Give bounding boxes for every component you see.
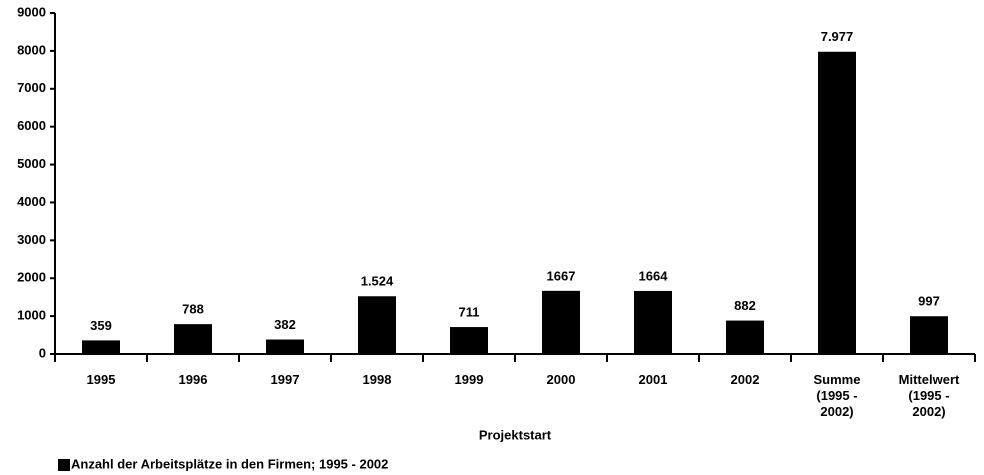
y-tick-label: 3000 bbox=[17, 232, 46, 247]
legend-label: Anzahl der Arbeitsplätze in den Firmen; … bbox=[71, 456, 388, 471]
x-tick-label: 1995 bbox=[86, 372, 116, 387]
y-tick-label: 1000 bbox=[17, 308, 46, 323]
value-label: 882 bbox=[734, 298, 756, 313]
value-label: 1667 bbox=[547, 268, 576, 283]
value-label: 788 bbox=[182, 302, 204, 317]
bar bbox=[818, 51, 856, 354]
legend-swatch bbox=[58, 459, 70, 471]
x-tick-label: 1997 bbox=[270, 372, 300, 387]
bar bbox=[174, 324, 212, 354]
x-tick-label: 1998 bbox=[362, 372, 392, 387]
x-tick-label: 2002 bbox=[730, 372, 760, 387]
x-tick-label: Mittelwert (1995 - 2002) bbox=[898, 372, 960, 419]
value-label: 359 bbox=[90, 318, 112, 333]
value-label: 382 bbox=[274, 317, 296, 332]
bar bbox=[542, 290, 580, 354]
bar bbox=[450, 327, 488, 354]
value-label: 7.977 bbox=[821, 29, 854, 44]
value-label: 711 bbox=[459, 304, 480, 319]
bar bbox=[634, 290, 672, 354]
value-label: 1664 bbox=[639, 268, 669, 283]
value-label: 1.524 bbox=[361, 274, 394, 289]
y-tick-label: 2000 bbox=[17, 270, 46, 285]
x-tick-label: 1999 bbox=[454, 372, 484, 387]
value-label: 997 bbox=[918, 294, 940, 309]
bar bbox=[82, 340, 120, 354]
x-tick-label: Summe (1995 - 2002) bbox=[813, 372, 861, 419]
x-axis-label: Projektstart bbox=[479, 427, 552, 442]
bar bbox=[726, 320, 764, 354]
y-tick-label: 8000 bbox=[17, 42, 46, 57]
y-tick-label: 9000 bbox=[17, 4, 46, 19]
y-tick-label: 7000 bbox=[17, 80, 46, 95]
x-tick-label: 2000 bbox=[546, 372, 576, 387]
x-tick-label: 1996 bbox=[178, 372, 208, 387]
y-tick-label: 0 bbox=[39, 345, 46, 360]
bar bbox=[910, 316, 948, 354]
y-tick-label: 5000 bbox=[17, 156, 46, 171]
x-tick-label: 2001 bbox=[638, 372, 668, 387]
bar bbox=[358, 296, 396, 354]
y-tick-label: 6000 bbox=[17, 118, 46, 133]
bar bbox=[266, 339, 304, 354]
y-tick-label: 4000 bbox=[17, 194, 46, 209]
